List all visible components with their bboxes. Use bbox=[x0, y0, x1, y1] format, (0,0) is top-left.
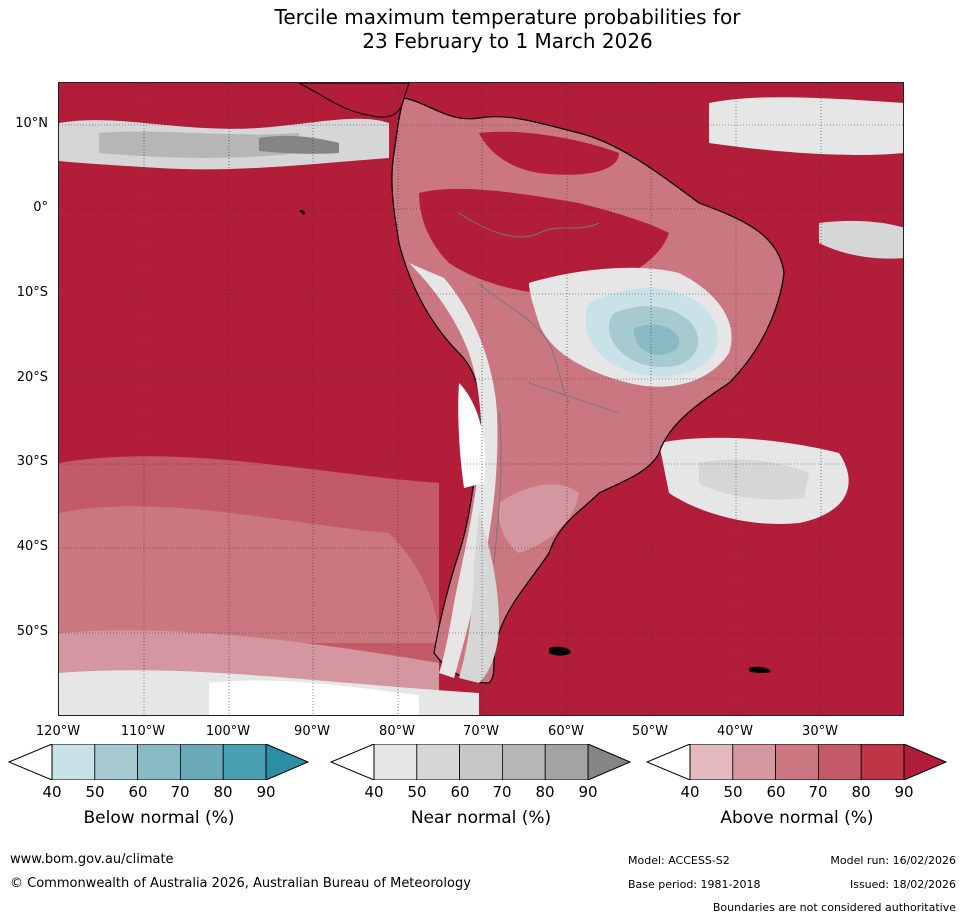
below-color-cell bbox=[137, 744, 181, 780]
below-tick-40: 40 bbox=[42, 783, 62, 801]
below-color-cell bbox=[222, 744, 267, 780]
near-tick-90: 90 bbox=[578, 783, 598, 801]
near-color-cell bbox=[459, 744, 503, 780]
below-normal-ticks: 40 50 60 70 80 90 bbox=[8, 783, 310, 803]
below-color-cells bbox=[51, 744, 267, 780]
graticule bbox=[59, 83, 903, 715]
galapagos-islands bbox=[299, 210, 305, 215]
pampas-above-normal bbox=[498, 484, 579, 553]
near-normal-label: Near normal (%) bbox=[410, 808, 552, 828]
map-title: Tercile maximum temperature probabilitie… bbox=[0, 5, 965, 53]
title-line-2: 23 February to 1 March 2026 bbox=[362, 29, 653, 53]
lat-label-40s: 40°S bbox=[16, 539, 48, 554]
above-color-cell bbox=[689, 744, 734, 780]
boundary-disclaimer: Boundaries are not considered authoritat… bbox=[712, 901, 956, 914]
southern-white-patch bbox=[209, 680, 419, 715]
model-info: Model: ACCESS-S2 bbox=[628, 854, 730, 867]
model-run-date: Model run: 16/02/2026 bbox=[830, 854, 956, 867]
near-tick-50: 50 bbox=[407, 783, 427, 801]
lat-label-10s: 10°S bbox=[16, 285, 48, 300]
above-color-cell bbox=[775, 744, 819, 780]
lon-label-90w: 90°W bbox=[294, 724, 330, 739]
issued-date: Issued: 18/02/2026 bbox=[849, 878, 956, 891]
lon-label-60w: 60°W bbox=[548, 724, 584, 739]
northeast-near-normal bbox=[709, 97, 903, 155]
above-color-cell bbox=[817, 744, 862, 780]
above-tick-70: 70 bbox=[808, 783, 828, 801]
lat-label-0: 0° bbox=[33, 200, 48, 215]
below-min-arrow bbox=[8, 744, 53, 780]
above-tick-60: 60 bbox=[766, 783, 786, 801]
near-normal-colorbar bbox=[330, 744, 632, 780]
above-tick-40: 40 bbox=[680, 783, 700, 801]
below-normal-label: Below normal (%) bbox=[83, 808, 235, 828]
lon-label-30w: 30°W bbox=[802, 724, 838, 739]
below-tick-60: 60 bbox=[128, 783, 148, 801]
map-canvas bbox=[59, 83, 903, 715]
below-tick-50: 50 bbox=[85, 783, 105, 801]
below-normal-colorbar bbox=[8, 744, 310, 780]
lon-label-80w: 80°W bbox=[379, 724, 415, 739]
above-tick-90: 90 bbox=[894, 783, 914, 801]
near-tick-70: 70 bbox=[492, 783, 512, 801]
below-color-cell bbox=[51, 744, 96, 780]
falkland-islands bbox=[549, 646, 571, 656]
probability-map bbox=[58, 82, 904, 716]
east-near-normal bbox=[819, 220, 903, 259]
lat-label-50s: 50°S bbox=[16, 624, 48, 639]
south-georgia bbox=[749, 666, 771, 674]
above-tick-80: 80 bbox=[851, 783, 871, 801]
near-tick-80: 80 bbox=[535, 783, 555, 801]
north-grey-core bbox=[259, 135, 339, 154]
lon-label-110w: 110°W bbox=[120, 724, 166, 739]
lat-label-10n: 10°N bbox=[15, 116, 48, 131]
above-tick-50: 50 bbox=[723, 783, 743, 801]
near-color-cell bbox=[416, 744, 461, 780]
below-tick-90: 90 bbox=[256, 783, 276, 801]
above-normal-label: Above normal (%) bbox=[720, 808, 874, 828]
lat-label-30s: 30°S bbox=[16, 454, 48, 469]
country-borders bbox=[458, 212, 620, 564]
north-sa-above-normal bbox=[479, 131, 619, 175]
near-tick-60: 60 bbox=[450, 783, 470, 801]
altiplano-white bbox=[458, 383, 486, 488]
below-tick-80: 80 bbox=[213, 783, 233, 801]
below-max-arrow bbox=[265, 744, 310, 780]
near-max-arrow bbox=[587, 744, 632, 780]
base-period: Base period: 1981-2018 bbox=[628, 878, 761, 891]
near-color-cell bbox=[501, 744, 546, 780]
lat-label-20s: 20°S bbox=[16, 370, 48, 385]
lon-label-70w: 70°W bbox=[463, 724, 499, 739]
website-link[interactable]: www.bom.gov.au/climate bbox=[10, 852, 174, 867]
near-normal-ticks: 40 50 60 70 80 90 bbox=[330, 783, 632, 803]
above-normal-ticks: 40 50 60 70 80 90 bbox=[646, 783, 948, 803]
copyright-notice: © Commonwealth of Australia 2026, Austra… bbox=[10, 876, 471, 891]
lon-label-120w: 120°W bbox=[35, 724, 81, 739]
above-color-cells bbox=[689, 744, 905, 780]
near-min-arrow bbox=[330, 744, 375, 780]
lon-label-40w: 40°W bbox=[717, 724, 753, 739]
southern-pink-band-2 bbox=[59, 506, 439, 643]
near-tick-40: 40 bbox=[364, 783, 384, 801]
above-min-arrow bbox=[646, 744, 691, 780]
brazil-below-normal-60 bbox=[634, 324, 680, 355]
lon-label-100w: 100°W bbox=[205, 724, 251, 739]
near-color-cell bbox=[373, 744, 418, 780]
patagonia-near-normal bbox=[459, 513, 499, 683]
near-color-cell bbox=[544, 744, 589, 780]
above-color-cell bbox=[860, 744, 905, 780]
near-color-cells bbox=[373, 744, 589, 780]
above-normal-colorbar bbox=[646, 744, 948, 780]
title-line-1: Tercile maximum temperature probabilitie… bbox=[274, 5, 741, 29]
below-color-cell bbox=[94, 744, 139, 780]
above-color-cell bbox=[732, 744, 777, 780]
lon-label-50w: 50°W bbox=[632, 724, 668, 739]
below-tick-70: 70 bbox=[170, 783, 190, 801]
above-max-arrow bbox=[903, 744, 948, 780]
below-color-cell bbox=[179, 744, 224, 780]
amazon-above-normal bbox=[419, 188, 669, 294]
north-near-normal-core bbox=[99, 131, 299, 158]
south-atlantic-grey bbox=[699, 459, 809, 500]
central-america-landmass bbox=[298, 83, 410, 118]
